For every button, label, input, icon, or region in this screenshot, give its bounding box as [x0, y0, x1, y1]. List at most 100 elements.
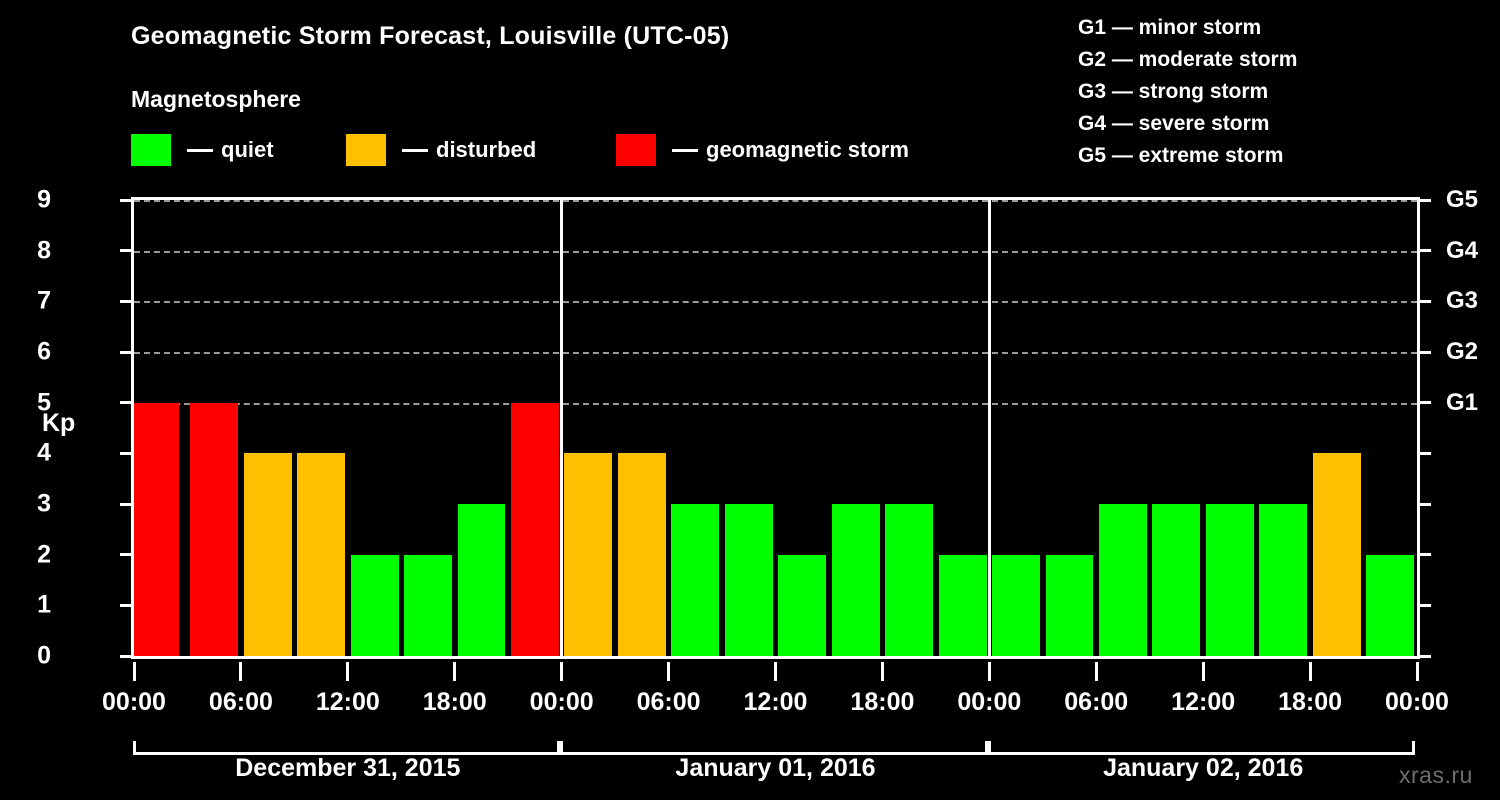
kp-bar[interactable] — [671, 504, 720, 656]
kp-bar[interactable] — [134, 402, 180, 656]
day-separator-1 — [560, 200, 564, 656]
day-bracket-3 — [987, 741, 1416, 755]
y-axis-label-1: 1 — [37, 590, 51, 619]
legend-item-0: quiet — [131, 134, 274, 166]
x-axis-tick-0 — [132, 662, 136, 681]
x-axis-label-10: 12:00 — [1171, 688, 1236, 716]
y-axis-right-tick-7 — [1420, 299, 1431, 303]
gridline-kp-7 — [134, 301, 1417, 304]
y-axis-tick-9 — [120, 198, 131, 202]
x-axis-tick-6 — [774, 662, 777, 681]
y-axis-tick-3 — [120, 502, 131, 506]
x-axis-label-0: 00:00 — [102, 688, 166, 716]
kp-bar[interactable] — [778, 554, 827, 656]
y-axis-right-tick-2 — [1420, 553, 1431, 557]
gridline-kp-6 — [134, 352, 1417, 354]
y-axis-right-tick-6 — [1420, 350, 1431, 354]
g-scale-line-4: G4 — severe storm — [1078, 111, 1270, 135]
x-axis-tick-8 — [987, 662, 991, 681]
y-axis-label-0: 0 — [37, 641, 51, 670]
kp-bar[interactable] — [350, 554, 399, 656]
kp-bar[interactable] — [404, 554, 452, 656]
kp-bar[interactable] — [243, 453, 292, 656]
kp-bar[interactable] — [831, 504, 880, 656]
y-axis-title: Kp — [42, 409, 76, 437]
x-axis-tick-1 — [239, 662, 243, 681]
kp-bar[interactable] — [938, 554, 987, 656]
legend-dash-icon — [402, 148, 428, 152]
y-axis-label-4: 4 — [37, 438, 51, 467]
y-axis-right-tick-9 — [1420, 198, 1431, 202]
kp-bar[interactable] — [1205, 504, 1254, 656]
y-axis-label-9: 9 — [37, 185, 51, 214]
y-axis-label-3: 3 — [37, 489, 51, 518]
kp-bar[interactable] — [885, 504, 934, 656]
legend-swatch-storm — [616, 134, 656, 166]
x-axis-tick-5 — [667, 662, 671, 681]
x-axis-label-3: 18:00 — [422, 688, 487, 716]
gridline-kp-5 — [134, 402, 1417, 405]
kp-bar[interactable] — [297, 453, 346, 656]
day-label-2: January 01, 2016 — [675, 754, 876, 782]
x-axis-tick-4 — [560, 662, 564, 681]
y-axis-label-8: 8 — [37, 236, 51, 265]
watermark: xras.ru — [1399, 762, 1473, 788]
y-axis-tick-2 — [120, 553, 131, 557]
g-scale-line-3: G3 — strong storm — [1078, 79, 1269, 103]
y-axis-tick-1 — [120, 603, 131, 607]
page-title: Geomagnetic Storm Forecast, Louisville (… — [131, 22, 730, 50]
kp-bar[interactable] — [564, 453, 613, 656]
x-axis-tick-11 — [1308, 662, 1312, 681]
y-axis-right-tick-5 — [1420, 401, 1431, 405]
x-axis-tick-3 — [453, 662, 457, 681]
kp-bar[interactable] — [1312, 453, 1361, 656]
day-label-1: December 31, 2015 — [235, 754, 461, 782]
y-axis-right-tick-3 — [1420, 502, 1431, 506]
x-axis-label-9: 06:00 — [1064, 688, 1129, 716]
x-axis-label-1: 06:00 — [208, 688, 273, 716]
g-scale-line-1: G1 — minor storm — [1078, 16, 1262, 39]
y-axis-right-tick-8 — [1420, 249, 1431, 253]
y-axis-right-tick-1 — [1420, 603, 1431, 607]
y-axis-label-6: 6 — [37, 337, 51, 366]
y-axis-tick-7 — [120, 299, 131, 303]
kp-bar[interactable] — [457, 504, 506, 656]
legend-swatch-quiet — [131, 134, 171, 166]
g-axis-label-G2: G2 — [1446, 338, 1479, 365]
y-axis-tick-0 — [120, 654, 131, 658]
x-axis-label-4: 00:00 — [529, 688, 594, 716]
g-scale-line-5: G5 — extreme storm — [1078, 143, 1284, 167]
x-axis-label-11: 18:00 — [1278, 688, 1343, 716]
legend-item-label: disturbed — [436, 137, 537, 162]
x-axis-tick-9 — [1094, 662, 1098, 681]
legend-item-label: geomagnetic storm — [706, 137, 909, 162]
g-scale-line-2: G2 — moderate storm — [1078, 47, 1298, 71]
legend-item-label: quiet — [221, 137, 274, 162]
x-axis-tick-7 — [880, 662, 884, 681]
kp-bar[interactable] — [1152, 504, 1201, 656]
kp-bar[interactable] — [1259, 504, 1308, 656]
y-axis-tick-4 — [120, 451, 131, 455]
x-axis-tick-10 — [1201, 662, 1205, 681]
x-axis-label-5: 06:00 — [636, 688, 701, 716]
kp-bar[interactable] — [190, 402, 239, 656]
legend-dash-icon — [187, 148, 213, 152]
g-scale-legend: G1 — minor storm G2 — moderate storm G3 — … — [1078, 12, 1297, 172]
kp-bar[interactable] — [992, 554, 1041, 656]
y-axis-tick-5 — [120, 401, 131, 405]
kp-bar[interactable] — [1366, 554, 1415, 656]
day-separator-2 — [987, 200, 991, 656]
legend-swatch-disturbed — [346, 134, 386, 166]
x-axis-label-7: 18:00 — [850, 688, 915, 716]
kp-bar[interactable] — [510, 402, 559, 656]
kp-bar[interactable] — [1045, 554, 1094, 656]
kp-bar[interactable] — [1099, 504, 1147, 656]
y-axis-tick-8 — [120, 249, 131, 253]
y-axis-tick-6 — [120, 350, 131, 354]
y-axis-label-5: 5 — [37, 388, 51, 417]
kp-bar[interactable] — [724, 504, 773, 656]
day-label-3: January 02, 2016 — [1103, 754, 1304, 782]
day-bracket-1 — [132, 741, 561, 755]
kp-bar[interactable] — [617, 453, 666, 656]
